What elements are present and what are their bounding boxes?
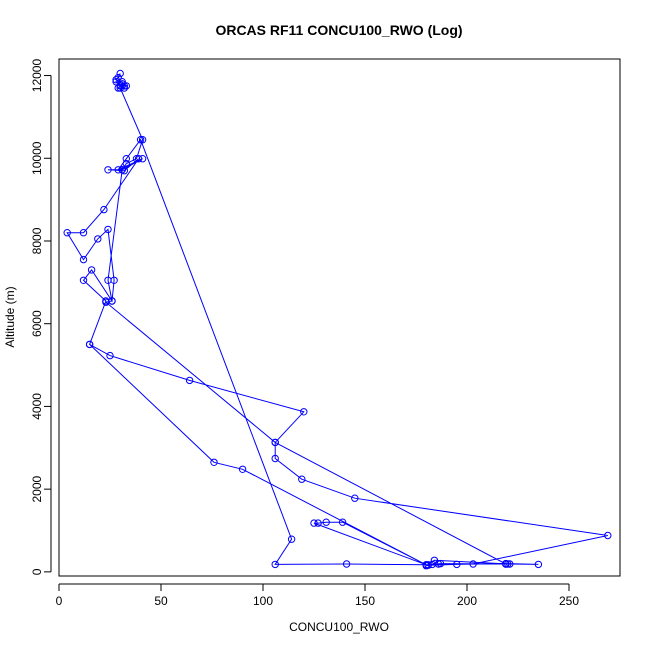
x-tick-label: 50 [154,594,168,608]
y-tick-label: 10000 [30,141,44,175]
data-point [298,475,306,483]
data-point [314,519,322,527]
data-point [118,166,126,174]
data-point [322,518,330,526]
data-point [271,438,279,447]
data-point [63,229,71,237]
x-tick-label: 200 [457,594,477,608]
data-point [104,166,112,174]
data-point [102,298,110,306]
data-point [351,494,359,502]
data-point [104,225,112,234]
data-point [138,136,147,144]
x-tick-label: 250 [559,594,579,608]
data-point [502,559,510,568]
data-point [287,535,296,543]
data-point [116,84,124,92]
data-point [94,235,102,243]
plot-area [58,58,621,577]
series-line [66,73,608,567]
data-point [271,454,279,463]
data-point [79,229,88,237]
x-tick-label: 150 [355,594,375,608]
y-tick-label: 2000 [30,475,44,502]
x-axis-label: CONCU100_RWO [289,620,389,634]
chart-title: ORCAS RF11 CONCU100_RWO (Log) [215,22,462,38]
data-point [136,136,145,144]
data-point [138,155,147,163]
data-point [430,556,439,564]
data-point [342,560,351,568]
data-point [104,276,112,284]
data-point [300,408,308,416]
x-tick-label: 100 [253,594,273,608]
data-point [100,205,108,214]
data-point [453,560,461,569]
data-point [210,458,218,466]
y-tick-label: 4000 [30,393,44,420]
data-point [87,266,96,274]
data-point [85,340,94,349]
y-tick-label: 0 [30,568,44,575]
data-point [310,519,318,527]
data-point [114,73,122,82]
x-tick-label: 0 [56,594,63,608]
data-point [116,69,124,78]
series-layer [63,69,612,570]
data-point [469,560,477,568]
data-point [534,560,543,569]
data-point [271,560,279,569]
data-point [424,561,432,569]
data-point [122,155,131,163]
y-tick-label: 8000 [30,227,44,254]
data-point [116,82,124,90]
y-tick-label: 12000 [30,59,44,93]
y-axis: 0 2000 4000 6000 8000 10000 12000 [30,59,52,575]
data-point [422,561,430,569]
data-point [134,155,143,163]
x-axis: 0 50 100 150 200 250 [56,583,579,608]
data-point [185,376,194,385]
data-point [120,82,129,90]
data-point [338,518,347,526]
data-point [122,159,131,168]
data-point [114,166,122,174]
data-point [604,531,612,540]
data-point [79,255,88,264]
data-point [238,465,247,473]
data-point [436,559,445,568]
data-point [79,276,88,284]
data-point [506,560,514,568]
y-tick-label: 6000 [30,310,44,337]
data-point [106,351,114,360]
y-axis-label: Altitude (m) [3,286,17,347]
